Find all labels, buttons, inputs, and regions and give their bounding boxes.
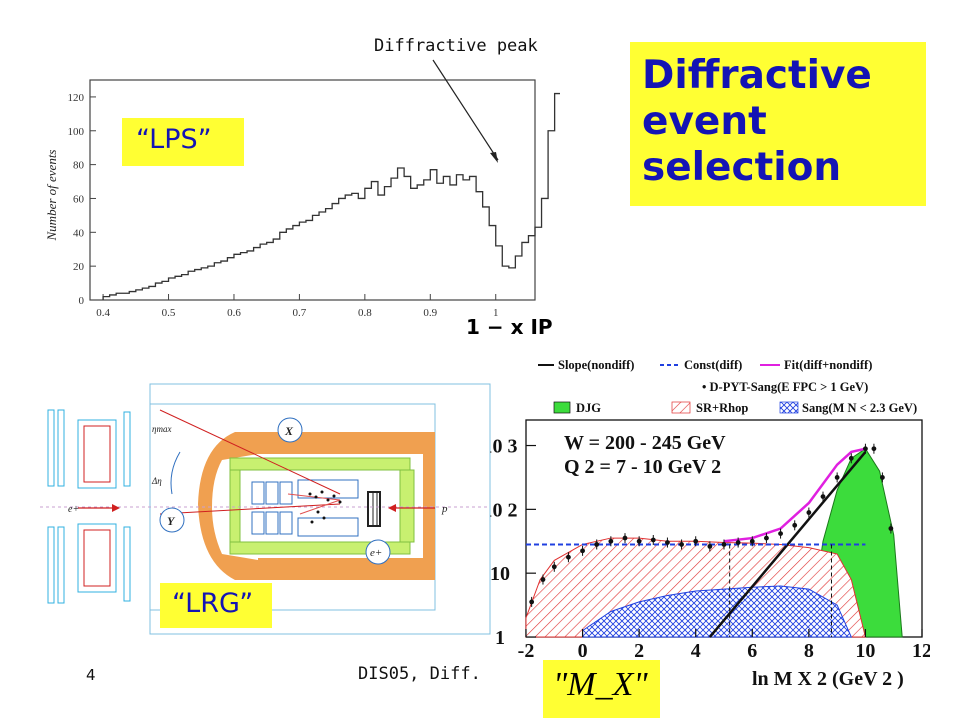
data-point [580, 548, 585, 554]
data-point [764, 535, 769, 541]
histogram-ytick-label: 60 [73, 193, 85, 205]
mx-xtick-label: -2 [518, 640, 535, 662]
data-point [863, 446, 868, 452]
slide-title-line-3: selection [642, 145, 842, 190]
data-point [820, 494, 826, 499]
histogram-xtick-label: 0.8 [358, 307, 372, 319]
histogram-ytick-label: 20 [73, 261, 85, 273]
mx-xtick-label: 2 [634, 640, 644, 662]
mx-label-text: "M_X" [553, 666, 648, 703]
data-point [749, 538, 755, 544]
diffractive-peak-annotation: Diffractive peak [374, 36, 538, 56]
legend-fit: Fit(diff+nondiff) [784, 358, 872, 372]
histogram-ytick-label: 80 [73, 160, 85, 172]
series-sang [582, 585, 853, 638]
data-point [529, 599, 535, 605]
legend-slope: Slope(nondiff) [558, 358, 634, 372]
data-point [650, 537, 656, 543]
data-point [806, 510, 812, 515]
data-point [566, 554, 571, 560]
mx-ytick-label: 10 2 [490, 499, 518, 521]
mx-ytick-label: 1 [495, 627, 505, 649]
lps-label: “LPS” [136, 124, 212, 155]
mx-annotation-w: W = 200 - 245 GeV [564, 432, 726, 454]
histogram-line [102, 92, 560, 300]
mx-ytick-label: 10 [490, 563, 510, 585]
data-point [792, 522, 798, 528]
legend-dpyt: • D-PYT-Sang(E FPC > 1 GeV) [702, 380, 868, 394]
detector-label-y: Y [167, 514, 176, 528]
detector-label-eplus-left: e+ [68, 504, 79, 515]
histogram-xlabel-text: 1 − x IP [466, 315, 553, 339]
histogram-frame [89, 79, 536, 301]
data-point [735, 540, 741, 545]
histogram-xtick-label: 0.9 [423, 307, 437, 319]
detector-label-etamax: ηmax [152, 424, 171, 434]
lps-label-box: “LPS” [122, 118, 244, 166]
mx-xtick-label: 12 [912, 640, 930, 662]
data-point [636, 538, 642, 544]
data-point [679, 542, 684, 547]
series-slope [708, 451, 867, 638]
mx-xlabel: ln M X 2 (GeV 2 ) [752, 668, 904, 690]
data-point [721, 542, 727, 547]
detector-label-eplus: e+ [370, 547, 382, 559]
detector-label-deta: Δη [151, 476, 162, 486]
legend-sang: Sang(M N < 2.3 GeV) [802, 401, 917, 415]
histogram-xtick-label: 0.7 [293, 307, 307, 319]
mx-xtick-label: 6 [747, 640, 757, 662]
page-number: 4 [86, 666, 96, 684]
mx-xtick-label: 4 [691, 640, 701, 662]
mx-label: "M_X" [553, 666, 648, 704]
mx-ytick-label: 10 3 [490, 436, 518, 458]
data-point [778, 531, 783, 537]
mx-xtick-label: 0 [578, 640, 588, 662]
histogram-ytick-label: 100 [68, 126, 85, 138]
histogram-xtick-label: 0.6 [227, 307, 241, 319]
mx-annotation-q2: Q 2 = 7 - 10 GeV 2 [564, 456, 721, 478]
legend-djg: DJG [576, 401, 601, 415]
lrg-label: “LRG” [172, 588, 254, 619]
histogram-xtick-label: 0.4 [96, 307, 110, 319]
mx-label-box: "M_X" [543, 660, 660, 718]
data-point [834, 475, 840, 480]
slide-title-box: Diffractive event selection [630, 42, 926, 206]
data-point [665, 540, 670, 545]
data-point [848, 455, 854, 461]
detector-label-p: p [441, 503, 448, 515]
histogram-ytick-label: 40 [73, 227, 85, 239]
data-point [707, 543, 713, 549]
histogram-ytick-label: 0 [79, 295, 85, 307]
data-point [871, 446, 877, 452]
mx-xtick-label: 10 [855, 640, 875, 662]
data-point [622, 535, 628, 541]
histogram-xtick-label: 1 [493, 307, 499, 319]
slide-title-line-1: Diffractive [642, 53, 872, 98]
data-point [551, 564, 557, 570]
lrg-label-box: “LRG” [160, 583, 272, 628]
mx-xtick-label: 8 [804, 640, 814, 662]
mx-legend: Slope(nondiff) Const(diff) Fit(diff+nond… [538, 358, 917, 415]
data-point [693, 538, 699, 544]
mx-distribution-plot: Slope(nondiff) Const(diff) Fit(diff+nond… [490, 358, 930, 690]
data-point [880, 475, 885, 480]
detector-label-x: X [284, 424, 294, 438]
histogram-ylabel: Number of events [44, 150, 59, 242]
data-point [540, 577, 546, 582]
detector-diagram: e+ X Y e+ p ηmax Δη [40, 383, 491, 635]
slide-title-line-2: event [642, 99, 767, 144]
lps-histogram: 0 20 40 60 80 100 120 0.4 0.5 0.6 0.7 0.8 0.9 1 Numb… [44, 79, 560, 319]
footer-text: DIS05, Diff. W [358, 664, 490, 684]
legend-srrhop: SR+Rhop [696, 401, 748, 415]
data-point [888, 526, 894, 531]
data-point [608, 538, 614, 544]
series-fit [723, 447, 866, 543]
histogram-xtick-label: 0.5 [162, 307, 176, 319]
histogram-ytick-label: 120 [68, 92, 85, 104]
legend-const: Const(diff) [684, 358, 742, 372]
histogram-xlabel: 1 − x IP [466, 315, 553, 339]
data-point [594, 542, 600, 547]
